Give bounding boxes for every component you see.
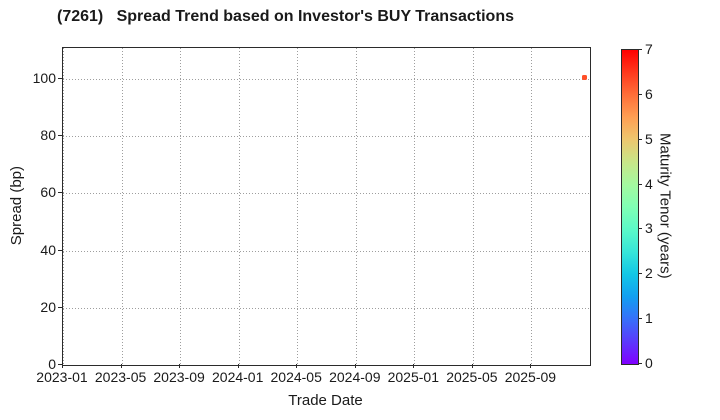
colorbar-tick-label: 2 — [645, 265, 653, 282]
x-gridline — [355, 48, 357, 365]
x-gridline — [238, 48, 240, 365]
y-tick-mark — [58, 364, 62, 365]
x-tick-label: 2023-09 — [153, 369, 205, 385]
colorbar-label: Maturity Tenor (years) — [656, 133, 674, 279]
y-tick-mark — [58, 77, 62, 79]
colorbar-tick-label: 4 — [645, 175, 653, 192]
colorbar-tick-label: 1 — [645, 310, 653, 327]
colorbar-tick-label: 6 — [645, 85, 653, 102]
colorbar-label-strip: Maturity Tenor (years) — [655, 49, 675, 363]
x-tick-label: 2025-05 — [446, 369, 498, 385]
x-gridline — [121, 48, 123, 365]
x-tick-mark — [471, 364, 473, 368]
y-axis-label: Spread (bp) — [7, 165, 25, 246]
y-tick-mark — [58, 249, 62, 251]
x-axis-label: Trade Date — [288, 392, 363, 409]
colorbar-tick-label: 0 — [645, 355, 653, 371]
x-tick-label: 2024-05 — [270, 369, 322, 385]
y-tick-label: 20 — [40, 298, 56, 315]
y-tick-mark — [58, 135, 62, 137]
chart-title: (7261) Spread Trend based on Investor's … — [57, 8, 514, 25]
x-gridline — [531, 48, 533, 365]
plot-area — [62, 47, 591, 366]
x-tick-label: 2023-01 — [36, 369, 88, 385]
y-tick-label: 60 — [40, 184, 56, 201]
colorbar — [621, 49, 639, 365]
y-gridline — [63, 307, 590, 309]
y-gridline — [63, 193, 590, 195]
y-tick-mark — [58, 192, 62, 194]
x-tick-mark — [530, 364, 532, 368]
y-tick-label: 40 — [40, 241, 56, 258]
data-point — [581, 75, 587, 80]
x-gridline — [63, 48, 64, 365]
x-tick-label: 2025-09 — [504, 369, 557, 385]
x-gridline — [472, 48, 474, 365]
x-tick-mark — [62, 364, 63, 368]
x-tick-label: 2024-09 — [329, 369, 381, 385]
x-tick-mark — [179, 364, 181, 368]
colorbar-tick-mark — [638, 363, 642, 364]
y-tick-mark — [58, 306, 62, 308]
y-tick-label: 100 — [32, 69, 56, 86]
x-tick-label: 2023-05 — [94, 369, 147, 385]
colorbar-tick-label: 5 — [645, 130, 653, 147]
x-tick-mark — [120, 364, 122, 368]
x-tick-mark — [413, 364, 415, 368]
y-gridline — [63, 250, 590, 252]
x-gridline — [414, 48, 416, 365]
colorbar-tick-label: 7 — [645, 41, 653, 57]
x-gridline — [180, 48, 182, 365]
colorbar-tick-mark — [638, 93, 642, 95]
colorbar-tick-label: 3 — [645, 220, 653, 237]
y-tick-label: 80 — [40, 127, 56, 144]
y-tick-label: 0 — [48, 356, 56, 372]
colorbar-tick-mark — [638, 228, 642, 230]
y-gridline — [63, 78, 590, 80]
x-tick-mark — [354, 364, 356, 368]
colorbar-tick-mark — [638, 49, 642, 50]
x-tick-mark — [237, 364, 239, 368]
y-gridline — [63, 136, 590, 138]
x-tick-label: 2025-01 — [387, 369, 439, 385]
colorbar-tick-mark — [638, 273, 642, 275]
x-tick-mark — [296, 364, 298, 368]
colorbar-tick-mark — [638, 318, 642, 320]
x-gridline — [297, 48, 299, 365]
y-axis-label-strip: Spread (bp) — [6, 47, 26, 364]
colorbar-tick-mark — [638, 138, 642, 140]
x-tick-label: 2024-01 — [211, 369, 264, 385]
colorbar-tick-mark — [638, 183, 642, 185]
